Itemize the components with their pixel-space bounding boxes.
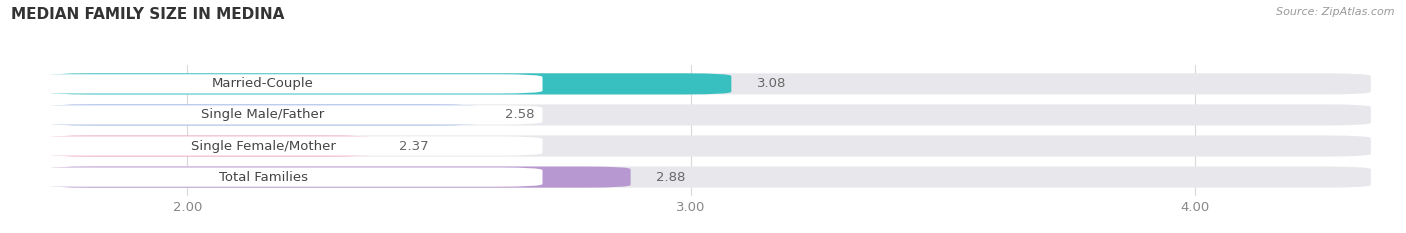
FancyBboxPatch shape	[46, 104, 1371, 126]
Text: 2.58: 2.58	[505, 108, 534, 121]
Text: MEDIAN FAMILY SIZE IN MEDINA: MEDIAN FAMILY SIZE IN MEDINA	[11, 7, 284, 22]
Text: 3.08: 3.08	[756, 77, 786, 90]
Text: Single Male/Father: Single Male/Father	[201, 108, 325, 121]
Text: 2.88: 2.88	[655, 171, 685, 184]
Text: 2.37: 2.37	[399, 140, 429, 153]
Text: Married-Couple: Married-Couple	[212, 77, 314, 90]
FancyBboxPatch shape	[46, 135, 1371, 157]
FancyBboxPatch shape	[46, 167, 1371, 188]
FancyBboxPatch shape	[0, 74, 543, 93]
FancyBboxPatch shape	[46, 167, 631, 188]
FancyBboxPatch shape	[0, 105, 543, 125]
FancyBboxPatch shape	[0, 136, 543, 156]
FancyBboxPatch shape	[0, 168, 543, 187]
Text: Total Families: Total Families	[218, 171, 308, 184]
FancyBboxPatch shape	[46, 73, 731, 94]
FancyBboxPatch shape	[46, 73, 1371, 94]
Text: Source: ZipAtlas.com: Source: ZipAtlas.com	[1277, 7, 1395, 17]
FancyBboxPatch shape	[46, 104, 479, 126]
Text: Single Female/Mother: Single Female/Mother	[191, 140, 336, 153]
FancyBboxPatch shape	[46, 135, 374, 157]
